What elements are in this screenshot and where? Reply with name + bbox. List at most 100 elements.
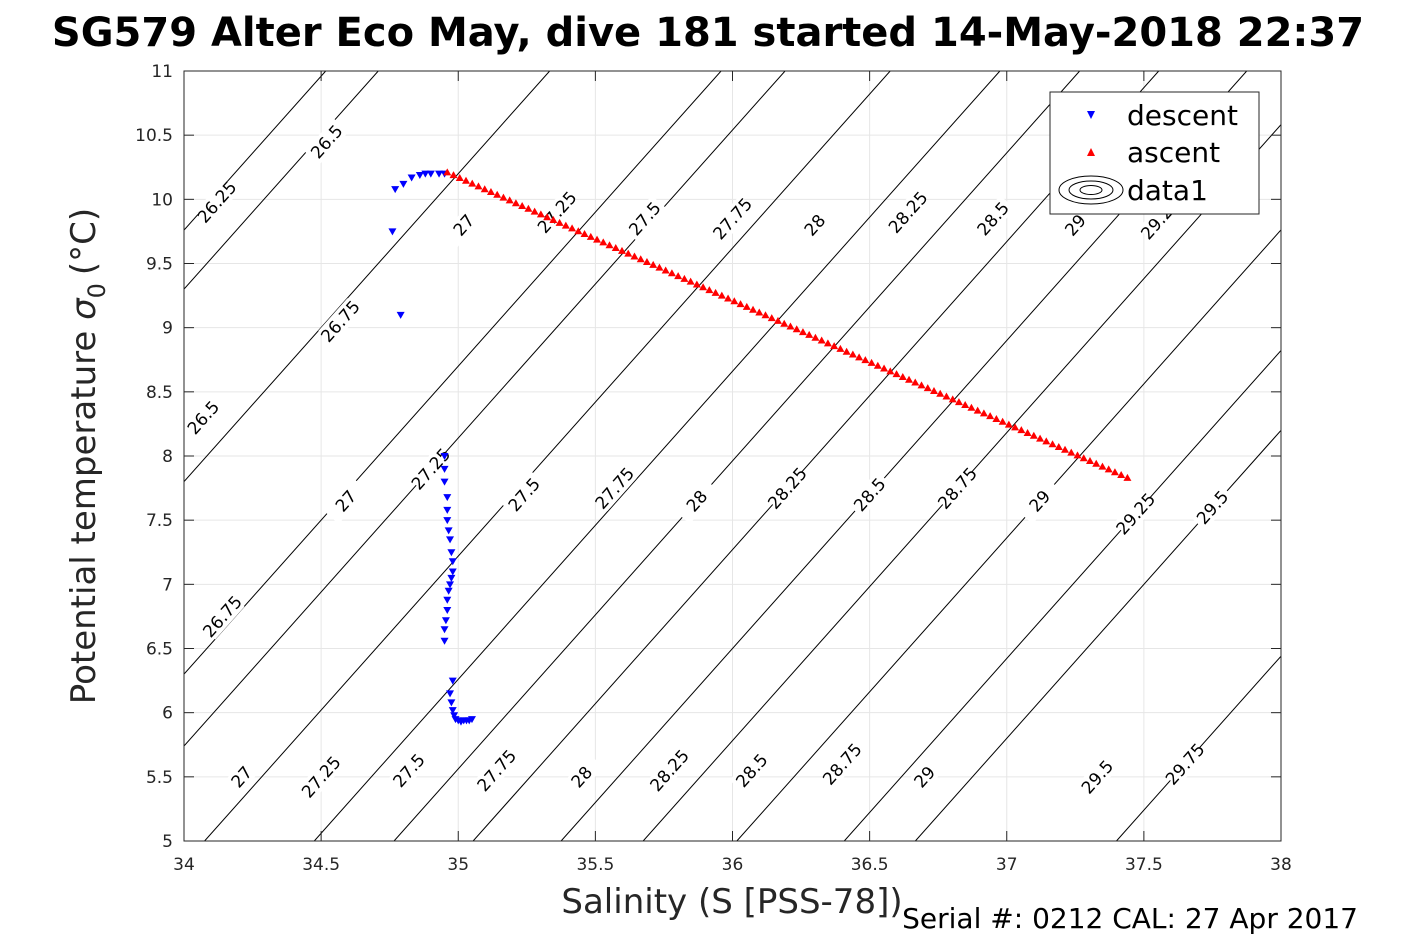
descent-point <box>391 186 400 194</box>
y-tick-label: 7.5 <box>146 511 173 531</box>
ascent-point <box>543 213 552 221</box>
descent-point <box>447 699 456 707</box>
descent-point <box>444 527 453 535</box>
isopycnal-line <box>184 71 722 675</box>
ascent-point <box>911 378 920 386</box>
isopycnal-label-gap <box>299 753 344 800</box>
ascent-point <box>811 333 820 341</box>
x-tick-label: 35.5 <box>576 855 614 875</box>
isopycnal-label-gap <box>622 195 667 242</box>
legend-label-descent: descent <box>1127 99 1238 132</box>
y-axis-title-subscript: 0 <box>83 283 111 298</box>
isopycnal-label-gap <box>674 477 719 524</box>
descent-point <box>446 536 455 544</box>
isopycnal-label-gap <box>765 465 810 512</box>
y-tick-label: 10.5 <box>135 126 173 146</box>
isopycnal-line <box>184 71 379 290</box>
isopycnal-line <box>313 71 1001 841</box>
y-axis-title: Potential temperature σ0 (°C) <box>64 208 111 704</box>
y-axis-title-unit: (°C) <box>64 208 104 275</box>
ascent-point <box>880 364 889 372</box>
ascent-point <box>599 238 608 246</box>
isopycnal-line <box>472 71 1160 841</box>
y-axis-title-symbol: σ <box>64 297 104 320</box>
descent-point <box>396 311 405 319</box>
isopycnal-label-gap <box>970 195 1016 242</box>
descent-point <box>440 626 449 634</box>
ascent-point <box>443 168 452 176</box>
ascent-point <box>549 216 558 224</box>
ascent-point <box>992 414 1001 422</box>
ascent-point <box>780 319 789 327</box>
ascent-point <box>486 187 495 195</box>
ascent-point <box>736 300 745 308</box>
isopycnal-label-gap <box>501 471 547 518</box>
x-tick-label: 35 <box>447 855 469 875</box>
isopycnal-line <box>204 71 891 841</box>
isopycnal-label-gap <box>729 747 774 794</box>
isopycnal-label-gap <box>1190 484 1235 531</box>
ascent-point <box>948 395 957 403</box>
ascent-point <box>830 342 839 350</box>
descent-point <box>446 581 455 589</box>
ascent-point <box>1054 442 1063 450</box>
ascent-point <box>530 207 539 215</box>
x-tick-label: 34.5 <box>302 855 340 875</box>
ascent-point <box>923 384 932 392</box>
ascent-point <box>605 241 614 249</box>
ascent-point <box>724 294 733 302</box>
isopycnal-label-gap <box>1017 477 1062 524</box>
y-tick-label: 5.5 <box>146 768 173 788</box>
y-tick-label: 10 <box>151 190 173 210</box>
ascent-point <box>842 347 851 355</box>
x-tick-label: 37.5 <box>1125 855 1163 875</box>
isopycnal-label-gap <box>1113 490 1158 537</box>
isopycnal-label-gap <box>200 593 245 640</box>
data-series <box>388 168 1132 726</box>
descent-point <box>448 677 457 685</box>
ascent-point <box>892 370 901 378</box>
descent-point <box>447 549 456 557</box>
ascent-point <box>1104 465 1113 473</box>
ascent-point <box>474 182 483 190</box>
y-tick-label: 7 <box>162 575 173 595</box>
ascent-point <box>836 344 845 352</box>
descent-point <box>415 171 424 179</box>
isopycnal-label-gap <box>820 740 865 788</box>
ascent-point <box>1011 423 1020 431</box>
ascent-point <box>611 244 620 252</box>
descent-point <box>388 228 397 236</box>
ascent-point <box>1061 445 1070 453</box>
ascent-point <box>886 367 895 375</box>
ascent-point <box>979 409 988 417</box>
ascent-point <box>574 227 583 235</box>
x-axis-ticks: 34 34.5 35 35.5 36 36.5 37 37.5 38 <box>173 71 1292 875</box>
ascent-point <box>692 280 701 288</box>
y-tick-label: 6.5 <box>146 640 173 660</box>
ascent-point <box>455 173 464 181</box>
x-axis-title: Salinity (S [PSS-78]) <box>561 882 902 922</box>
descent-point <box>450 712 459 720</box>
ascent-point <box>742 302 751 310</box>
ascent-point <box>1042 437 1051 445</box>
descent-point <box>440 453 449 460</box>
ascent-point <box>867 358 876 366</box>
y-tick-label: 9.5 <box>146 255 173 275</box>
ascent-point <box>680 274 689 282</box>
legend-marker-descent <box>1087 111 1095 119</box>
ascent-point <box>1092 459 1101 467</box>
isopycnal-label-gap <box>323 477 368 524</box>
ascent-point <box>1004 420 1013 428</box>
ascent-point <box>1029 431 1038 439</box>
x-tick-label: 37 <box>996 855 1018 875</box>
legend-marker-ascent <box>1087 148 1095 156</box>
descent-point <box>443 494 452 502</box>
ascent-point <box>617 246 626 254</box>
ascent-point <box>767 314 776 322</box>
ascent-point <box>1079 454 1088 462</box>
ascent-point <box>561 221 570 229</box>
isopycnal-label-gap <box>1162 740 1208 788</box>
x-tick-label: 34 <box>173 855 195 875</box>
descent-point <box>467 716 476 724</box>
ascent-point <box>580 230 589 238</box>
